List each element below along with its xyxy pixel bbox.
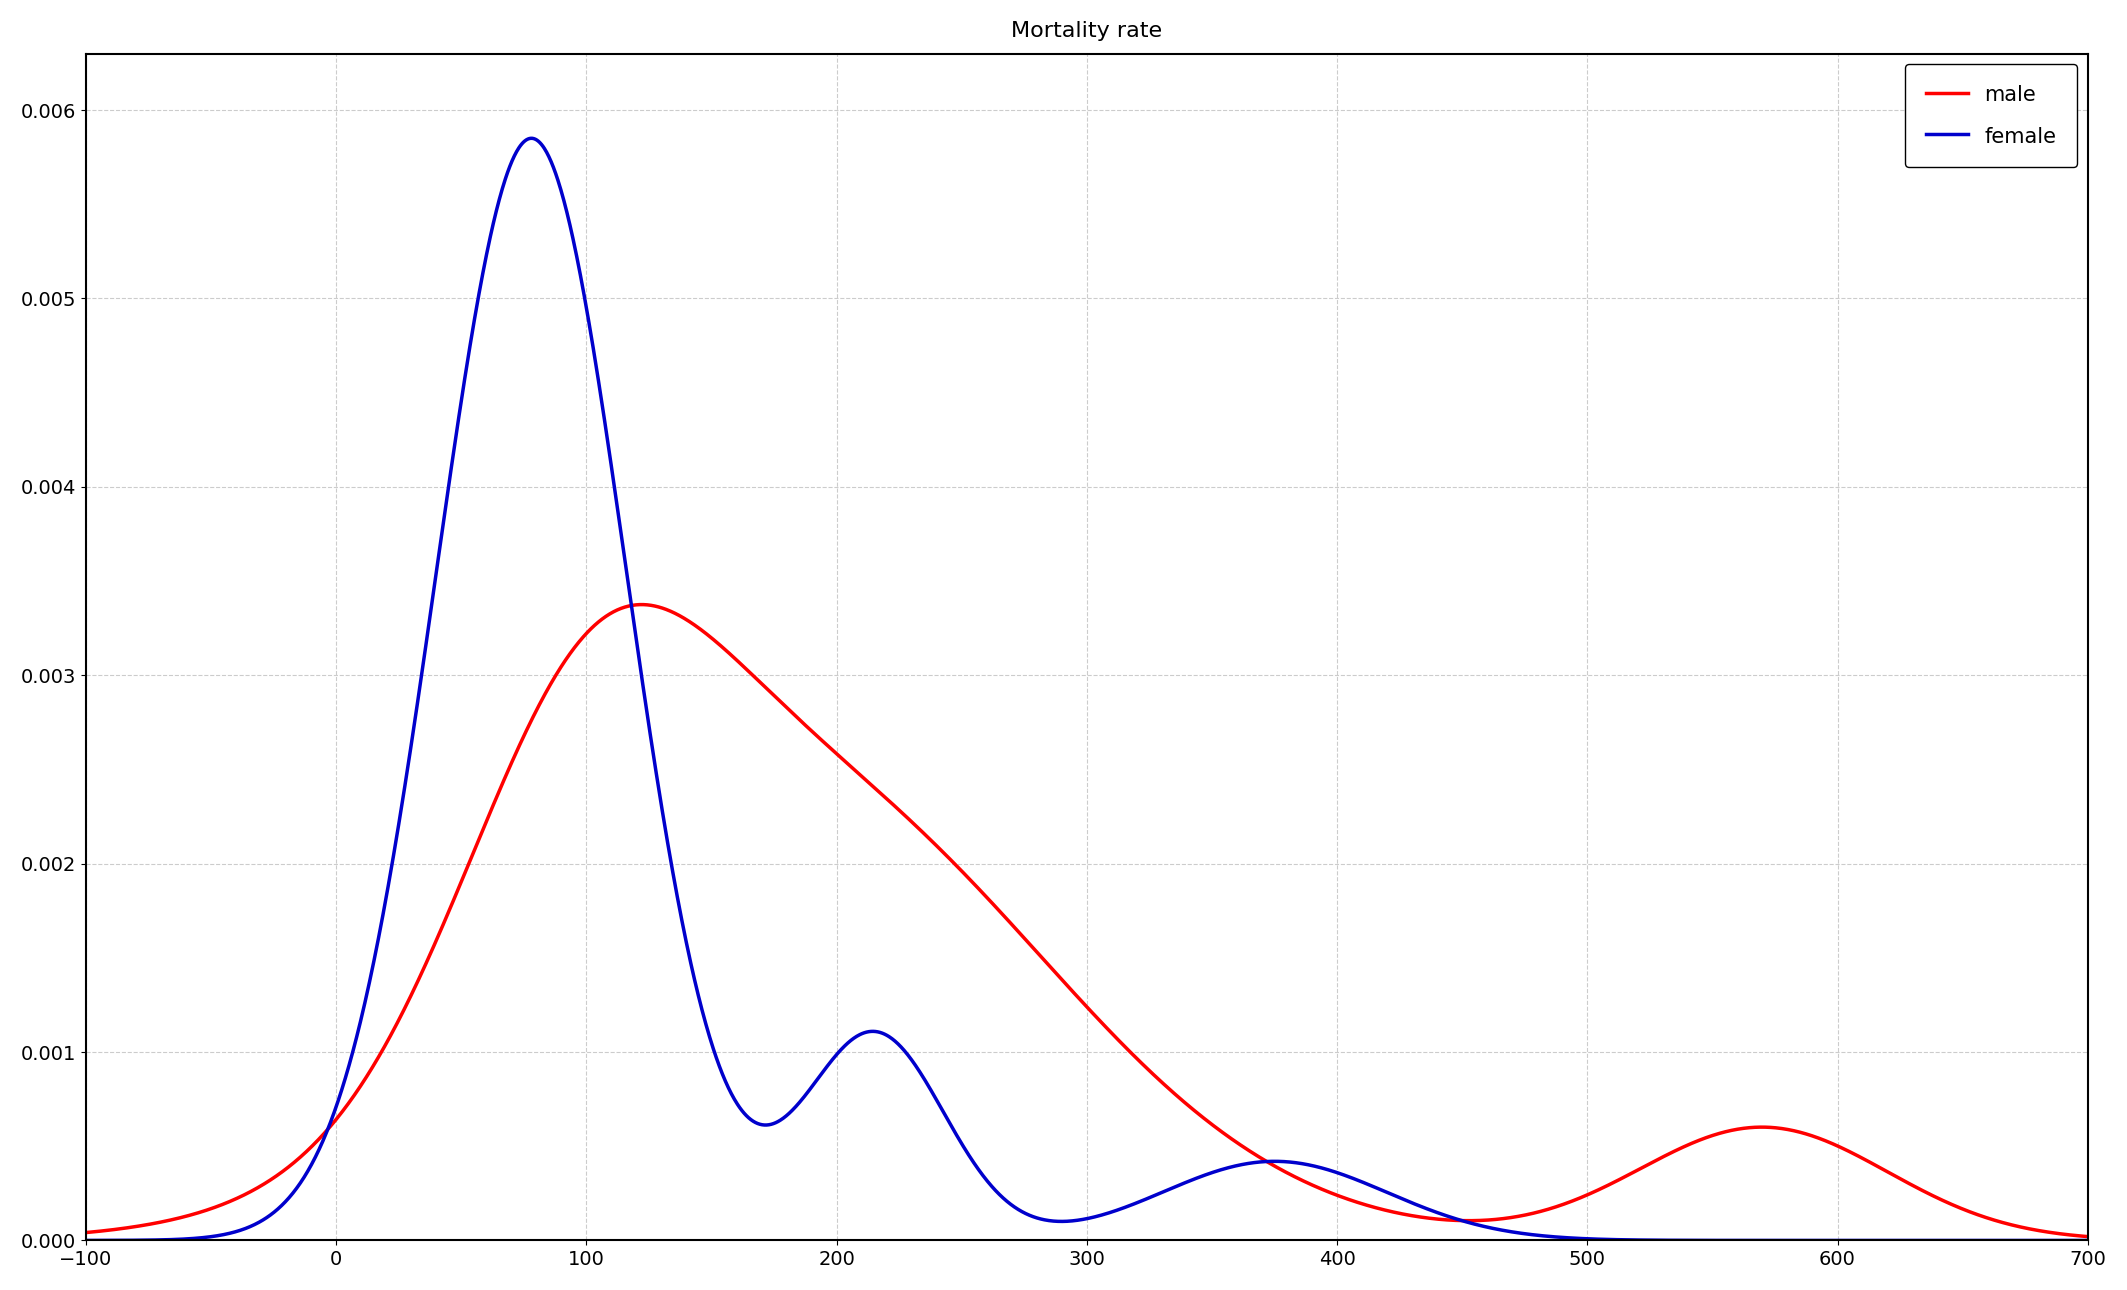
Legend: male, female: male, female bbox=[1906, 64, 2078, 168]
male bbox=[813, 735, 838, 751]
female bbox=[1914, 1233, 1940, 1249]
male bbox=[204, 1198, 230, 1214]
Line: male: male bbox=[0, 605, 2127, 1240]
male bbox=[627, 597, 653, 613]
male bbox=[1914, 1186, 1940, 1201]
female bbox=[338, 1049, 364, 1064]
female bbox=[813, 1062, 838, 1077]
female bbox=[910, 1069, 936, 1085]
Title: Mortality rate: Mortality rate bbox=[1010, 21, 1163, 41]
male bbox=[338, 1091, 364, 1107]
female bbox=[204, 1228, 230, 1244]
Line: female: female bbox=[0, 138, 2127, 1241]
female bbox=[519, 130, 545, 146]
male bbox=[910, 824, 936, 840]
